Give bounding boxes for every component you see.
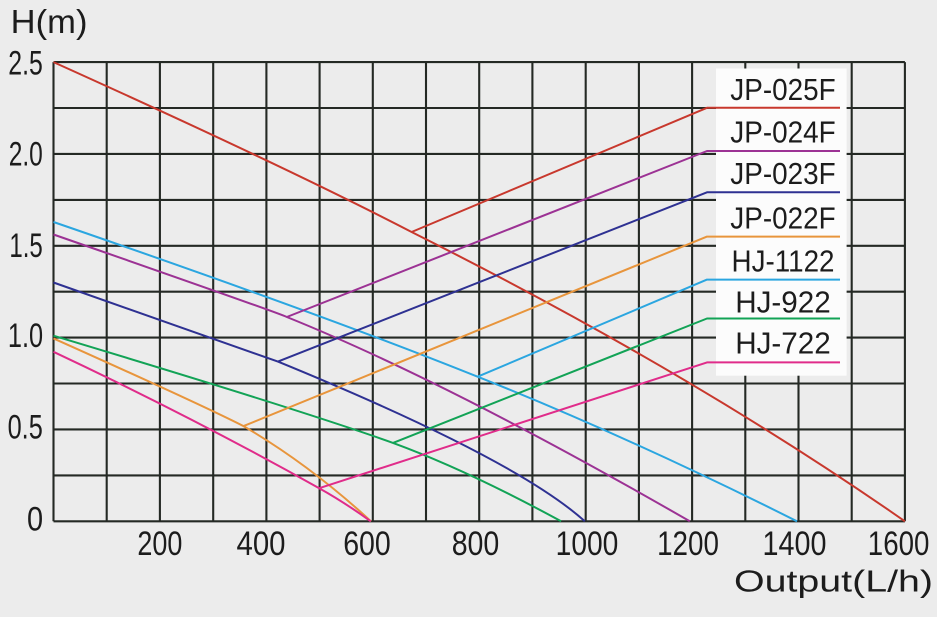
svg-text:2.0: 2.0 — [9, 135, 43, 173]
svg-text:1.0: 1.0 — [8, 317, 43, 355]
svg-text:1.5: 1.5 — [9, 227, 42, 265]
svg-text:HJ-722: HJ-722 — [735, 325, 831, 360]
svg-text:1600: 1600 — [868, 525, 930, 563]
svg-text:Output(L/h): Output(L/h) — [734, 564, 933, 599]
svg-text:600: 600 — [343, 525, 391, 563]
svg-text:JP-024F: JP-024F — [730, 115, 835, 150]
svg-text:1400: 1400 — [763, 525, 827, 563]
svg-text:2.5: 2.5 — [8, 45, 43, 83]
svg-text:200: 200 — [137, 525, 182, 563]
svg-text:1200: 1200 — [657, 525, 719, 563]
svg-text:0: 0 — [27, 500, 43, 538]
svg-text:0.5: 0.5 — [8, 409, 43, 447]
svg-text:JP-025F: JP-025F — [730, 72, 835, 107]
svg-text:1000: 1000 — [556, 525, 619, 563]
svg-text:800: 800 — [452, 525, 500, 563]
svg-text:H(m): H(m) — [11, 3, 88, 40]
svg-text:400: 400 — [237, 525, 286, 563]
svg-text:HJ-1122: HJ-1122 — [732, 243, 835, 278]
svg-text:HJ-922: HJ-922 — [735, 284, 831, 319]
svg-text:JP-023F: JP-023F — [730, 156, 835, 191]
svg-text:JP-022F: JP-022F — [730, 200, 835, 235]
